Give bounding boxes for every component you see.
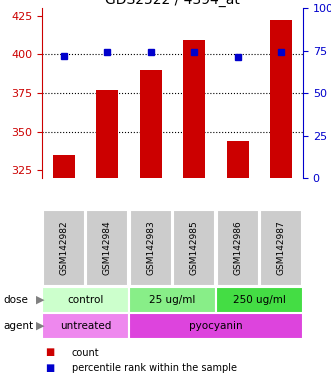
Text: 25 ug/ml: 25 ug/ml [149, 295, 196, 305]
Bar [270, 20, 292, 178]
Text: ■: ■ [45, 363, 55, 373]
Bar [43, 210, 85, 286]
Text: GSM142987: GSM142987 [277, 221, 286, 275]
Bar [86, 210, 128, 286]
Bar [173, 210, 215, 286]
Bar [140, 70, 162, 178]
Text: GSM142983: GSM142983 [146, 221, 155, 275]
Text: GSM142984: GSM142984 [103, 221, 112, 275]
Text: 250 ug/ml: 250 ug/ml [233, 295, 286, 305]
Text: ▶: ▶ [35, 321, 44, 331]
Text: pyocyanin: pyocyanin [189, 321, 243, 331]
Text: ▶: ▶ [35, 295, 44, 305]
Text: GSM142986: GSM142986 [233, 221, 242, 275]
Bar [129, 287, 216, 313]
Bar [42, 287, 129, 313]
Text: count: count [72, 348, 99, 358]
Bar [42, 313, 129, 339]
Bar [260, 210, 302, 286]
Text: dose: dose [3, 295, 28, 305]
Text: percentile rank within the sample: percentile rank within the sample [72, 363, 237, 373]
Bar [183, 40, 205, 178]
Text: control: control [67, 295, 104, 305]
Text: GSM142985: GSM142985 [190, 221, 199, 275]
Bar [227, 141, 249, 178]
Bar [96, 90, 118, 178]
Bar [129, 313, 303, 339]
Text: agent: agent [3, 321, 33, 331]
Bar [53, 155, 74, 178]
Bar [130, 210, 172, 286]
Bar [216, 287, 303, 313]
Title: GDS2522 / 4394_at: GDS2522 / 4394_at [105, 0, 240, 7]
Text: ■: ■ [45, 348, 55, 358]
Text: untreated: untreated [60, 321, 111, 331]
Bar [217, 210, 259, 286]
Text: GSM142982: GSM142982 [59, 221, 68, 275]
